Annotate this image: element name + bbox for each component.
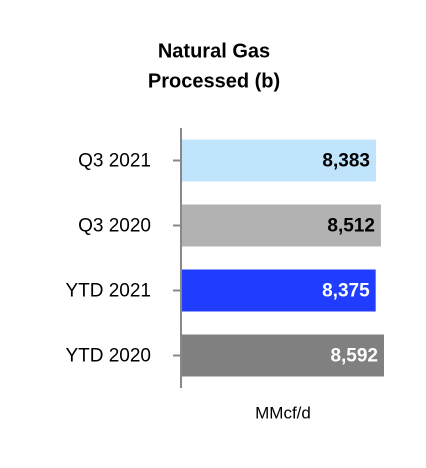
bar <box>182 334 384 377</box>
chart-title: Processed (b) <box>148 70 280 92</box>
y-tick-label: YTD 2020 <box>65 346 151 367</box>
y-tick-label: Q3 2021 <box>78 151 151 172</box>
chart-title: Natural Gas <box>158 40 270 62</box>
bar <box>182 269 376 312</box>
x-axis-label: MMcf/d <box>255 403 311 422</box>
y-tick-label: YTD 2021 <box>65 281 151 302</box>
bar <box>182 139 376 182</box>
value-label: 8,512 <box>327 216 375 237</box>
bar <box>182 204 381 247</box>
y-tick-label: Q3 2020 <box>78 216 151 237</box>
value-label: 8,383 <box>322 151 370 172</box>
value-label: 8,375 <box>322 281 370 302</box>
value-label: 8,592 <box>330 346 378 367</box>
